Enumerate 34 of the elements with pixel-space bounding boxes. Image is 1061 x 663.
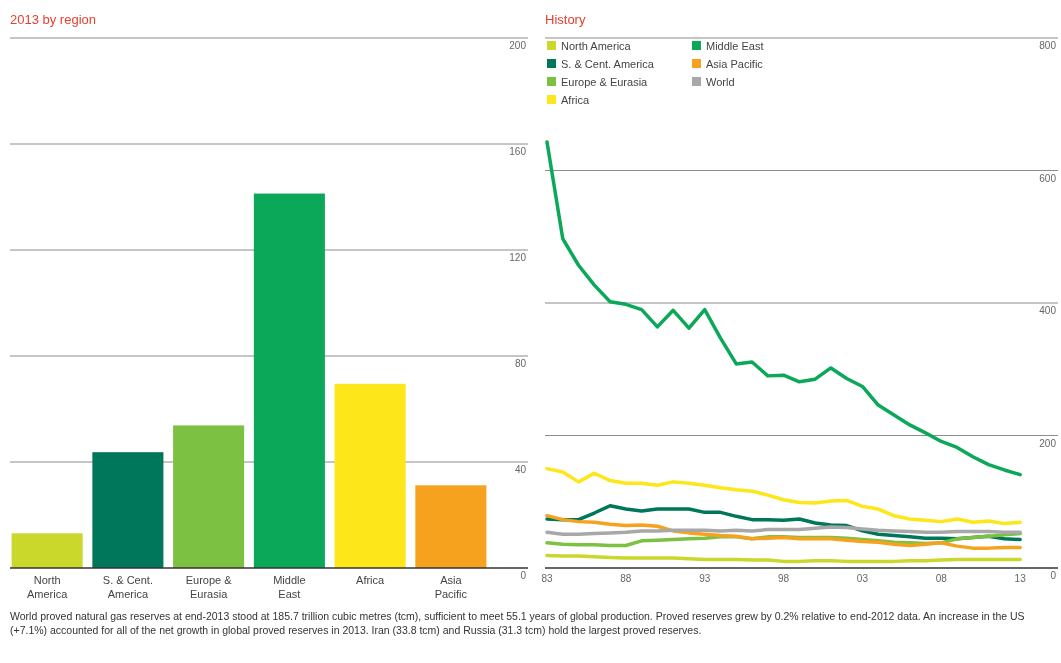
- y-tick-label: 0: [520, 570, 527, 581]
- x-tick-label: North America: [26, 574, 69, 600]
- legend-label: Europe & Eurasia: [561, 76, 649, 88]
- x-tick-label: Asia Pacific: [434, 574, 468, 600]
- y-tick-label: 400: [1039, 305, 1057, 316]
- x-tick-label: 93: [699, 573, 711, 584]
- x-tick-label: 88: [620, 573, 632, 584]
- y-tick-label: 120: [509, 252, 527, 263]
- x-tick-label: 98: [778, 573, 790, 584]
- y-tick-label: 80: [514, 358, 527, 369]
- legend-label: Asia Pacific: [706, 58, 764, 70]
- legend-label: Africa: [561, 94, 590, 106]
- legend-label: Middle East: [706, 40, 764, 52]
- chart-title: History: [545, 12, 586, 27]
- legend-label: World: [706, 76, 735, 88]
- x-tick-label: S. & Cent. America: [102, 574, 153, 600]
- text: World proved natural gas reserves at end-2013 stood at 185.7 trillion cubic metres (tcm), sufficient to meet 55.1 years of global production. Proved reserves grew by 0.2% relative to end-2012 data. An increase in the US (+7.1%) accounted for all of the net growth in global proved reserves in 2013. Iran (33.8 tcm) and Russia (31.3 tcm) hold the largest proved reserves.: [10, 609, 1026, 637]
- y-tick-label: 200: [509, 40, 527, 51]
- x-tick-label: Europe & Eurasia: [185, 574, 233, 600]
- x-tick-label: 13: [1014, 573, 1027, 584]
- x-tick-label: 83: [541, 573, 553, 584]
- legend-label: North America: [561, 40, 632, 52]
- x-tick-label: Africa: [356, 574, 386, 586]
- y-tick-label: 600: [1039, 172, 1057, 184]
- y-tick-label: 0: [1050, 570, 1057, 581]
- y-tick-label: 160: [509, 146, 527, 157]
- x-tick-label: Middle East: [273, 574, 306, 600]
- chart-title: 2013 by region: [10, 12, 97, 27]
- x-tick-label: 03: [856, 573, 869, 584]
- legend-label: S. & Cent. America: [561, 58, 655, 70]
- y-tick-label: 200: [1039, 437, 1057, 449]
- y-tick-label: 800: [1039, 40, 1057, 51]
- y-tick-label: 40: [514, 464, 527, 475]
- x-tick-label: 08: [935, 573, 948, 584]
